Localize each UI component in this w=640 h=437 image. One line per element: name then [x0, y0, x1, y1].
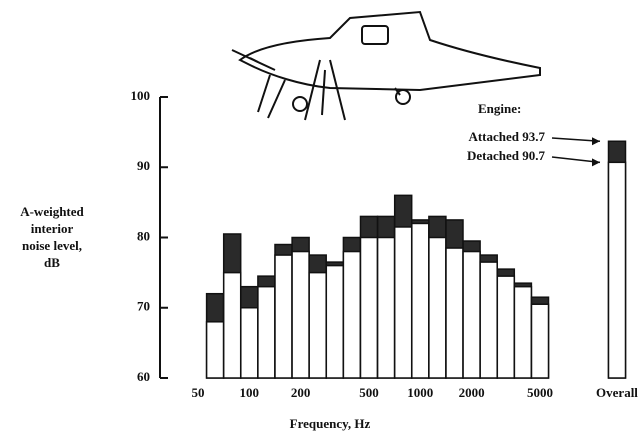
bar — [411, 222, 430, 379]
legend-name: Attached — [468, 129, 519, 144]
bar — [513, 285, 533, 379]
bar — [291, 250, 310, 379]
bar — [462, 250, 481, 379]
x-tick-label: 200 — [291, 385, 311, 400]
legend-title: Engine: — [478, 101, 521, 116]
bar — [222, 271, 242, 379]
bar — [205, 321, 225, 379]
bar — [257, 285, 276, 379]
bar — [308, 271, 327, 379]
y-axis-label: interior — [31, 221, 74, 236]
x-tick-label: 100 — [240, 385, 260, 400]
x-tick-label: 50 — [192, 385, 205, 400]
bar — [428, 236, 447, 379]
y-axis-label: dB — [44, 255, 60, 270]
bar — [393, 226, 413, 379]
y-axis-label: noise level, — [22, 238, 82, 253]
bar — [496, 275, 516, 379]
airplane-sketch — [231, 10, 541, 121]
bar — [342, 250, 362, 379]
x-tick-label: 500 — [359, 385, 379, 400]
x-tick-label: 2000 — [459, 385, 485, 400]
y-tick-label: 80 — [137, 228, 150, 243]
legend-entry: Detached 90.7 — [467, 148, 546, 163]
bar — [240, 307, 259, 379]
y-tick-label: 90 — [137, 158, 150, 173]
legend-entry: Attached 93.7 — [468, 129, 545, 144]
x-axis-label: Frequency, Hz — [290, 416, 371, 431]
legend-arrowhead — [592, 137, 600, 146]
x-tick-label: Overall — [596, 385, 638, 400]
bar — [359, 236, 379, 379]
y-tick-label: 100 — [131, 88, 151, 103]
y-axis-label: A-weighted — [20, 204, 84, 219]
x-tick-label: 5000 — [527, 385, 553, 400]
bar — [479, 261, 498, 379]
bar — [325, 264, 345, 379]
legend-value: 90.7 — [522, 148, 545, 163]
bar — [376, 236, 396, 379]
bar — [274, 254, 293, 379]
legend-value: 93.7 — [522, 129, 545, 144]
bar — [607, 161, 627, 379]
y-tick-label: 70 — [137, 299, 150, 314]
y-tick-label: 60 — [137, 369, 150, 384]
bar — [445, 247, 464, 379]
bar — [530, 303, 550, 379]
x-tick-label: 1000 — [407, 385, 433, 400]
legend-arrowhead — [592, 158, 600, 167]
legend-name: Detached — [467, 148, 520, 163]
